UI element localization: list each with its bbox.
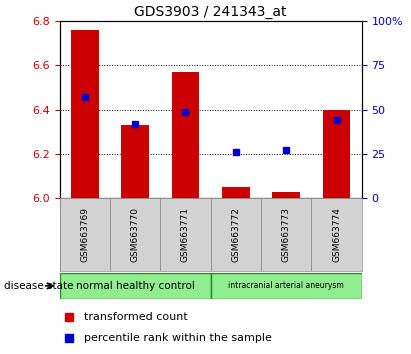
Bar — [172, 72, 199, 198]
Text: GSM663770: GSM663770 — [131, 207, 140, 262]
Bar — [210, 273, 362, 299]
Bar — [210, 198, 261, 271]
Bar — [160, 198, 210, 271]
Text: disease state: disease state — [4, 281, 74, 291]
Text: GSM663769: GSM663769 — [80, 207, 89, 262]
Text: normal healthy control: normal healthy control — [76, 281, 194, 291]
Text: GSM663772: GSM663772 — [231, 207, 240, 262]
Bar — [60, 273, 211, 299]
Text: transformed count: transformed count — [84, 312, 187, 322]
Bar — [272, 192, 300, 198]
Bar — [323, 110, 350, 198]
Title: GDS3903 / 241343_at: GDS3903 / 241343_at — [134, 5, 287, 19]
Text: percentile rank within the sample: percentile rank within the sample — [84, 332, 272, 343]
Bar — [110, 198, 160, 271]
Bar — [222, 187, 249, 198]
Text: GSM663771: GSM663771 — [181, 207, 190, 262]
Bar — [121, 125, 149, 198]
Text: intracranial arterial aneurysm: intracranial arterial aneurysm — [228, 281, 344, 290]
Text: GSM663774: GSM663774 — [332, 207, 341, 262]
Bar — [312, 198, 362, 271]
Bar — [60, 198, 110, 271]
Bar — [261, 198, 312, 271]
Text: GSM663773: GSM663773 — [282, 207, 291, 262]
Bar — [71, 30, 99, 198]
